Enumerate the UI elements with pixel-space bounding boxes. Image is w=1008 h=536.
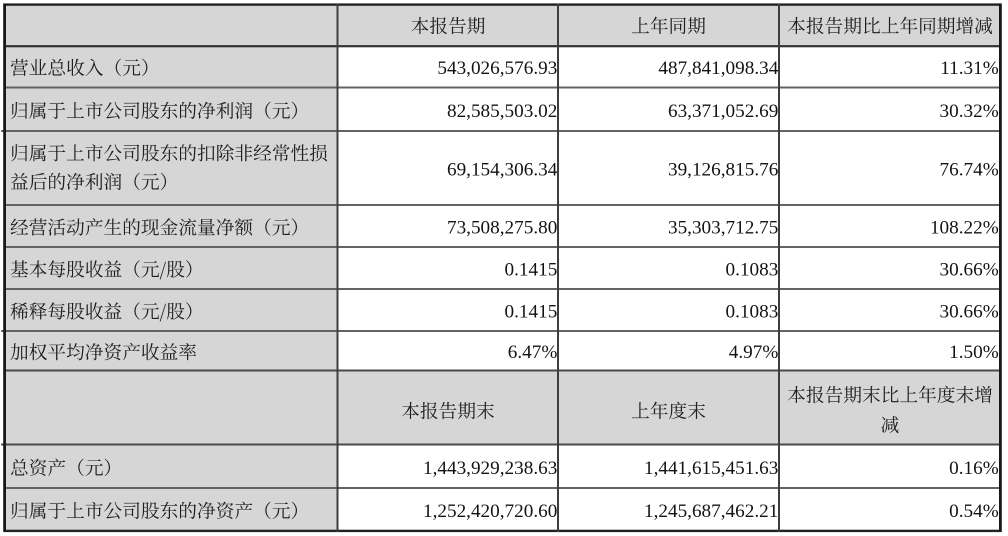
- svg-text:11.31%: 11.31%: [940, 58, 998, 79]
- svg-text:1,245,687,462.21: 1,245,687,462.21: [644, 501, 778, 522]
- svg-text:30.66%: 30.66%: [940, 259, 999, 280]
- svg-text:1,441,615,451.63: 1,441,615,451.63: [644, 458, 778, 479]
- svg-text:1.50%: 1.50%: [949, 342, 999, 363]
- svg-text:543,026,576.93: 543,026,576.93: [437, 58, 557, 79]
- svg-text:0.1415: 0.1415: [505, 301, 558, 322]
- svg-text:69,154,306.34: 69,154,306.34: [447, 159, 558, 180]
- svg-text:0.1083: 0.1083: [726, 301, 779, 322]
- svg-text:63,371,052.69: 63,371,052.69: [668, 101, 778, 122]
- svg-text:0.1415: 0.1415: [505, 259, 558, 280]
- svg-text:39,126,815.76: 39,126,815.76: [668, 159, 779, 180]
- svg-text:82,585,503.02: 82,585,503.02: [447, 101, 557, 122]
- svg-text:1,443,929,238.63: 1,443,929,238.63: [423, 458, 557, 479]
- svg-text:35,303,712.75: 35,303,712.75: [668, 217, 778, 238]
- svg-text:6.47%: 6.47%: [508, 342, 558, 363]
- svg-text:4.97%: 4.97%: [729, 342, 779, 363]
- svg-text:76.74%: 76.74%: [940, 159, 999, 180]
- svg-text:0.16%: 0.16%: [949, 458, 999, 479]
- svg-text:1,252,420,720.60: 1,252,420,720.60: [423, 501, 557, 522]
- svg-text:487,841,098.34: 487,841,098.34: [658, 58, 778, 79]
- svg-text:0.1083: 0.1083: [726, 259, 779, 280]
- svg-text:73,508,275.80: 73,508,275.80: [447, 217, 557, 238]
- svg-text:30.32%: 30.32%: [940, 101, 999, 122]
- svg-text:108.22%: 108.22%: [930, 217, 999, 238]
- svg-text:0.54%: 0.54%: [949, 501, 999, 522]
- svg-text:30.66%: 30.66%: [940, 301, 999, 322]
